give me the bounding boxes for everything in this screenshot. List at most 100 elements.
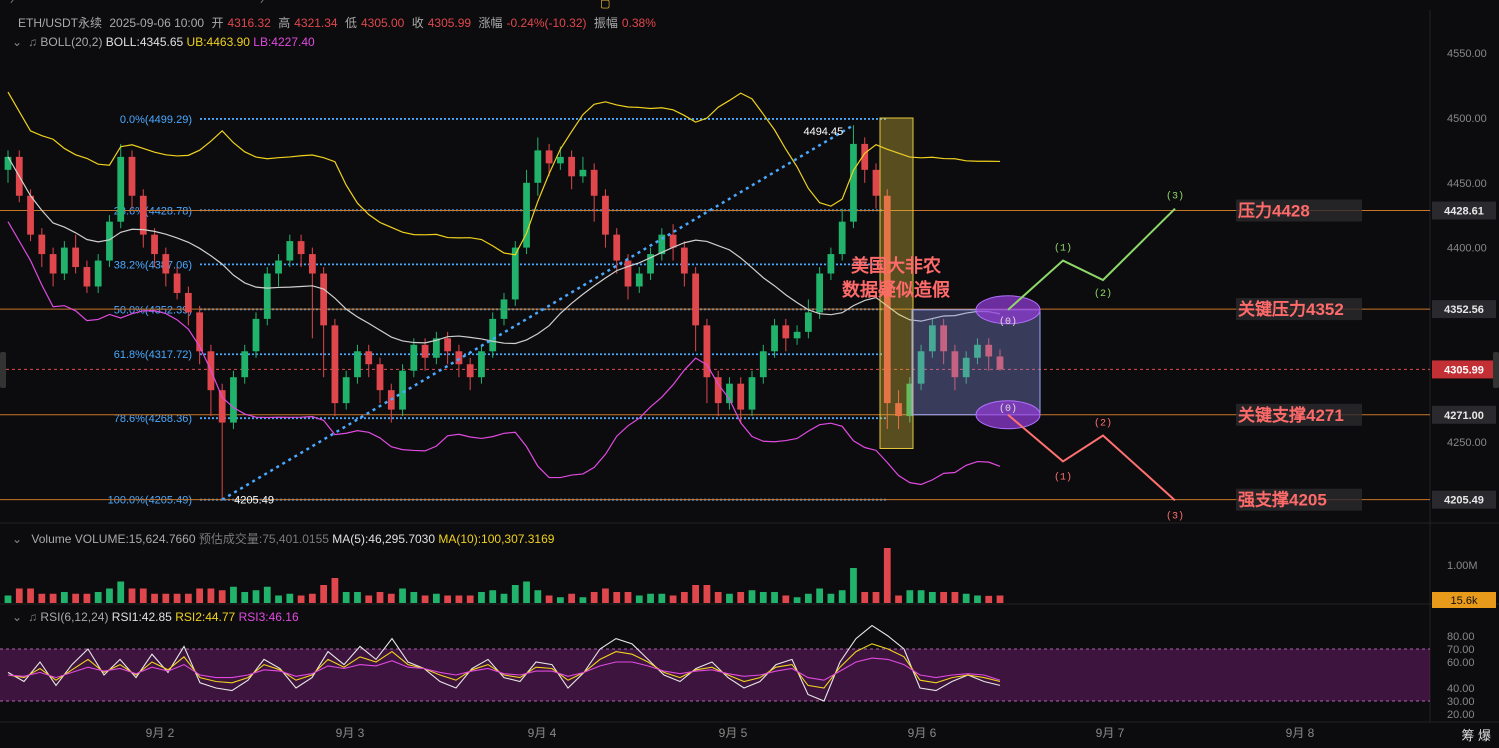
rsi-tick-label: 70.00 [1447,644,1475,656]
toolbar-tool-active[interactable]: ▢ [600,0,611,10]
volume-bar [793,597,801,603]
candle-body [962,357,970,378]
candle-body [827,254,835,274]
left-scroll-handle[interactable] [0,352,6,388]
rsi-chevron-icon[interactable]: ⌄ [12,610,23,624]
volume-bar [782,595,790,603]
candle-body [714,377,722,404]
volume-bar [342,592,350,603]
candle-body [308,254,316,274]
collapse-chevron-icon[interactable]: ⌄ [12,35,23,49]
candle-body [218,390,226,423]
candle-body [906,383,914,417]
candle-body [139,195,147,235]
fib-level-label: 78.6%(4268.36) [114,413,192,425]
candle-body [4,156,12,170]
volume-bar [996,595,1004,603]
low-label: 低 [344,16,357,30]
current-price-badge: 4305.99 [1444,364,1484,376]
volume-bar [275,595,282,603]
volume-bar [466,595,474,603]
volume-bar [331,578,339,603]
volume-bar [308,593,316,603]
volume-bar [387,593,395,603]
candle-body [354,351,361,378]
rsi-tick-label: 60.00 [1447,657,1475,669]
scenario-label: (0) [999,316,1017,328]
volume-bar [804,593,812,603]
rsi-line-rsi3 [7,657,1001,681]
candle-body [647,254,654,274]
consolidation-box [911,309,1041,416]
candle-body [895,403,902,417]
candle-body [613,234,621,261]
rsi-line-rsi1 [7,624,1001,702]
volume-bar [568,593,576,603]
toolbar-tool-2[interactable]: ᐟ [260,0,265,10]
x-tick-label: 9月 5 [719,726,748,740]
right-scroll-handle[interactable] [1493,352,1499,388]
candle-body [466,364,474,378]
alarm-icon[interactable]: ♫ [28,35,38,49]
candle-body [478,351,485,378]
candle-body [38,234,46,255]
volume-bar [511,585,519,603]
candle-body [793,331,801,339]
bullish-step-label: (3) [1166,191,1184,203]
candle-body [624,260,632,287]
candle-body [579,169,587,177]
volume-bar [985,595,993,603]
y-tick-label: 4250.00 [1447,437,1487,449]
candle-body [207,351,215,391]
open-label: 开 [211,16,224,30]
volume-legend: ⌄ Volume VOLUME:15,624.7660 预估成交量:75,401… [12,530,554,547]
volume-bar [895,595,902,603]
candle-body [782,325,790,339]
resistance-ellipse [975,295,1041,325]
symbol: ETH/USDT永续 [18,16,103,30]
rsi-alarm-icon[interactable]: ♫ [28,610,38,624]
volume-bar [184,593,192,603]
volume-bar [647,593,654,603]
ohlc-info: ETH/USDT永续 2025-09-06 10:00 开 4316.32 高 43… [18,14,660,31]
volume-bar [252,590,260,603]
volume-badge-bg [1432,592,1496,608]
fib-level-label: 0.0%(4499.29) [120,114,192,126]
volume-bar [207,588,215,603]
toolbar-tool-1[interactable]: ᐟ [10,0,15,10]
volume-chevron-icon[interactable]: ⌄ [12,532,23,546]
candle-body [500,299,508,319]
trend-line [221,124,855,501]
volume-bar [444,595,452,603]
volume-bar [883,548,891,603]
rsi1: RSI1:42.85 [111,610,172,624]
candle-body [286,241,294,261]
high-label: 高 [278,16,291,30]
y-tick-label: 4450.00 [1447,178,1487,190]
volume-bar [218,590,226,603]
volume-bar [49,593,57,603]
fib-level-label: 23.6%(4428.78) [114,205,192,217]
price-line-label: 压力4428 [1238,201,1310,221]
candle-body [556,156,564,164]
volume-bar [838,590,846,603]
volume-bar [399,588,406,603]
annotation-line-1: 美国大非农 [851,255,941,276]
boll-name: BOLL(20,2) [40,35,103,49]
price-badge: 4271.00 [1444,410,1484,422]
volume-bar [850,568,857,603]
volume-value: VOLUME:15,624.7660 [74,532,196,546]
volume-axis-label: 1.00M [1447,560,1478,572]
candle-body [230,377,237,423]
candle-body [669,234,677,248]
rsi-legend: ⌄ ♫ RSI(6,12,24) RSI1:42.85 RSI2:44.77 RS… [12,610,299,624]
rsi2: RSI2:44.77 [175,610,236,624]
candle-body [489,318,497,352]
candle-body [545,150,553,164]
candle-body [838,221,846,255]
volume-bar [139,588,147,603]
candle-body [816,273,824,313]
x-tick-label: 9月 4 [528,726,557,740]
candle-body [72,247,80,268]
